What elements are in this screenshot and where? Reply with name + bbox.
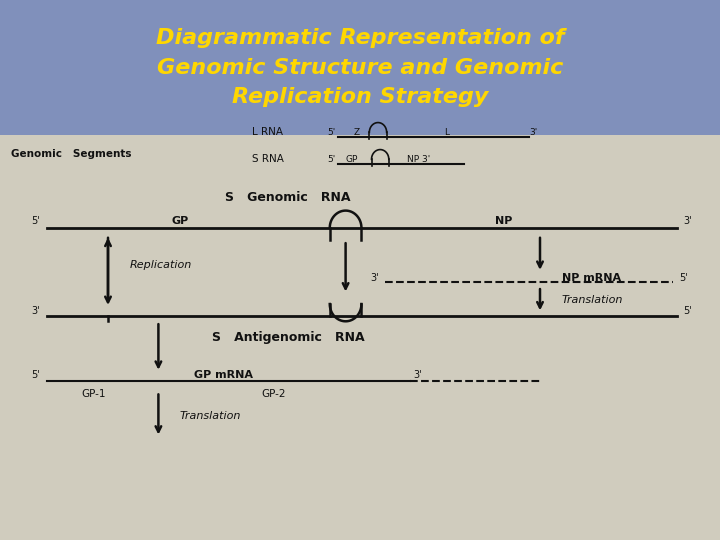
Text: GP-2: GP-2 xyxy=(261,389,286,399)
Text: 5': 5' xyxy=(328,128,336,137)
Text: Diagrammatic Representation of: Diagrammatic Representation of xyxy=(156,28,564,48)
Text: Genomic   Segments: Genomic Segments xyxy=(11,149,131,159)
Text: 5': 5' xyxy=(32,370,40,380)
Text: S RNA: S RNA xyxy=(252,154,284,164)
Text: Replication: Replication xyxy=(130,260,192,269)
Text: S   Antigenomic   RNA: S Antigenomic RNA xyxy=(212,331,364,344)
Text: 5': 5' xyxy=(328,155,336,164)
Text: 3': 3' xyxy=(32,306,40,315)
Text: 3': 3' xyxy=(529,128,537,137)
Text: Translation: Translation xyxy=(180,411,241,421)
Polygon shape xyxy=(0,0,720,135)
Polygon shape xyxy=(0,135,720,540)
Text: NP: NP xyxy=(495,217,513,226)
Text: 3': 3' xyxy=(683,217,692,226)
Text: 5': 5' xyxy=(683,306,692,315)
Text: GP-1: GP-1 xyxy=(81,389,106,399)
Text: S   Genomic   RNA: S Genomic RNA xyxy=(225,191,351,204)
Text: GP: GP xyxy=(171,217,189,226)
Text: Genomic Structure and Genomic: Genomic Structure and Genomic xyxy=(157,57,563,78)
Text: L: L xyxy=(444,128,449,137)
Text: Translation: Translation xyxy=(562,295,623,305)
Text: NP mRNA: NP mRNA xyxy=(562,273,621,283)
Text: Replication Strategy: Replication Strategy xyxy=(232,87,488,107)
Text: NP 3': NP 3' xyxy=(407,155,430,164)
Text: GP mRNA: GP mRNA xyxy=(194,370,253,380)
Text: GP: GP xyxy=(345,155,358,164)
Text: L RNA: L RNA xyxy=(252,127,283,137)
Text: 3': 3' xyxy=(370,273,379,283)
Text: 5': 5' xyxy=(680,273,688,283)
Text: 5': 5' xyxy=(32,217,40,226)
Text: Z: Z xyxy=(354,128,359,137)
Text: 3': 3' xyxy=(413,370,422,380)
